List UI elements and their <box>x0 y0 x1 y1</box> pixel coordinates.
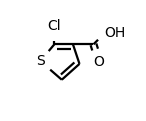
Text: S: S <box>36 54 45 68</box>
Text: OH: OH <box>105 26 126 40</box>
Text: Cl: Cl <box>47 19 61 33</box>
Text: O: O <box>94 55 105 69</box>
